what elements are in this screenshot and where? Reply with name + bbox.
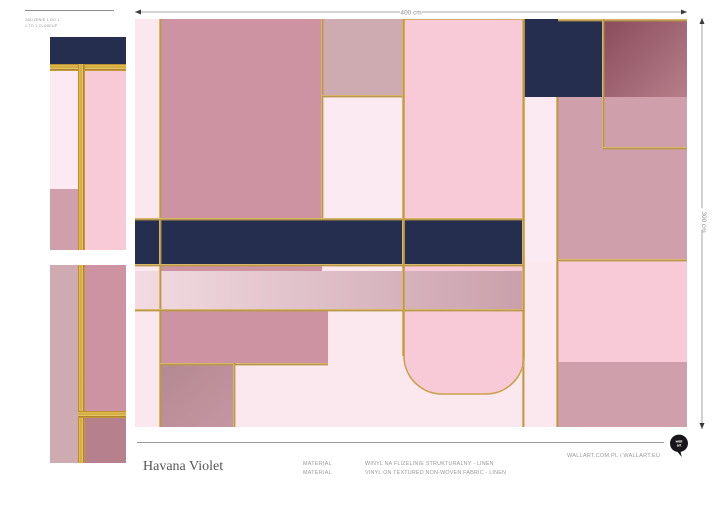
svg-text:300 cm: 300 cm [700, 211, 707, 232]
svg-text:art: art [677, 444, 682, 448]
svg-text:400 cm: 400 cm [400, 10, 421, 17]
